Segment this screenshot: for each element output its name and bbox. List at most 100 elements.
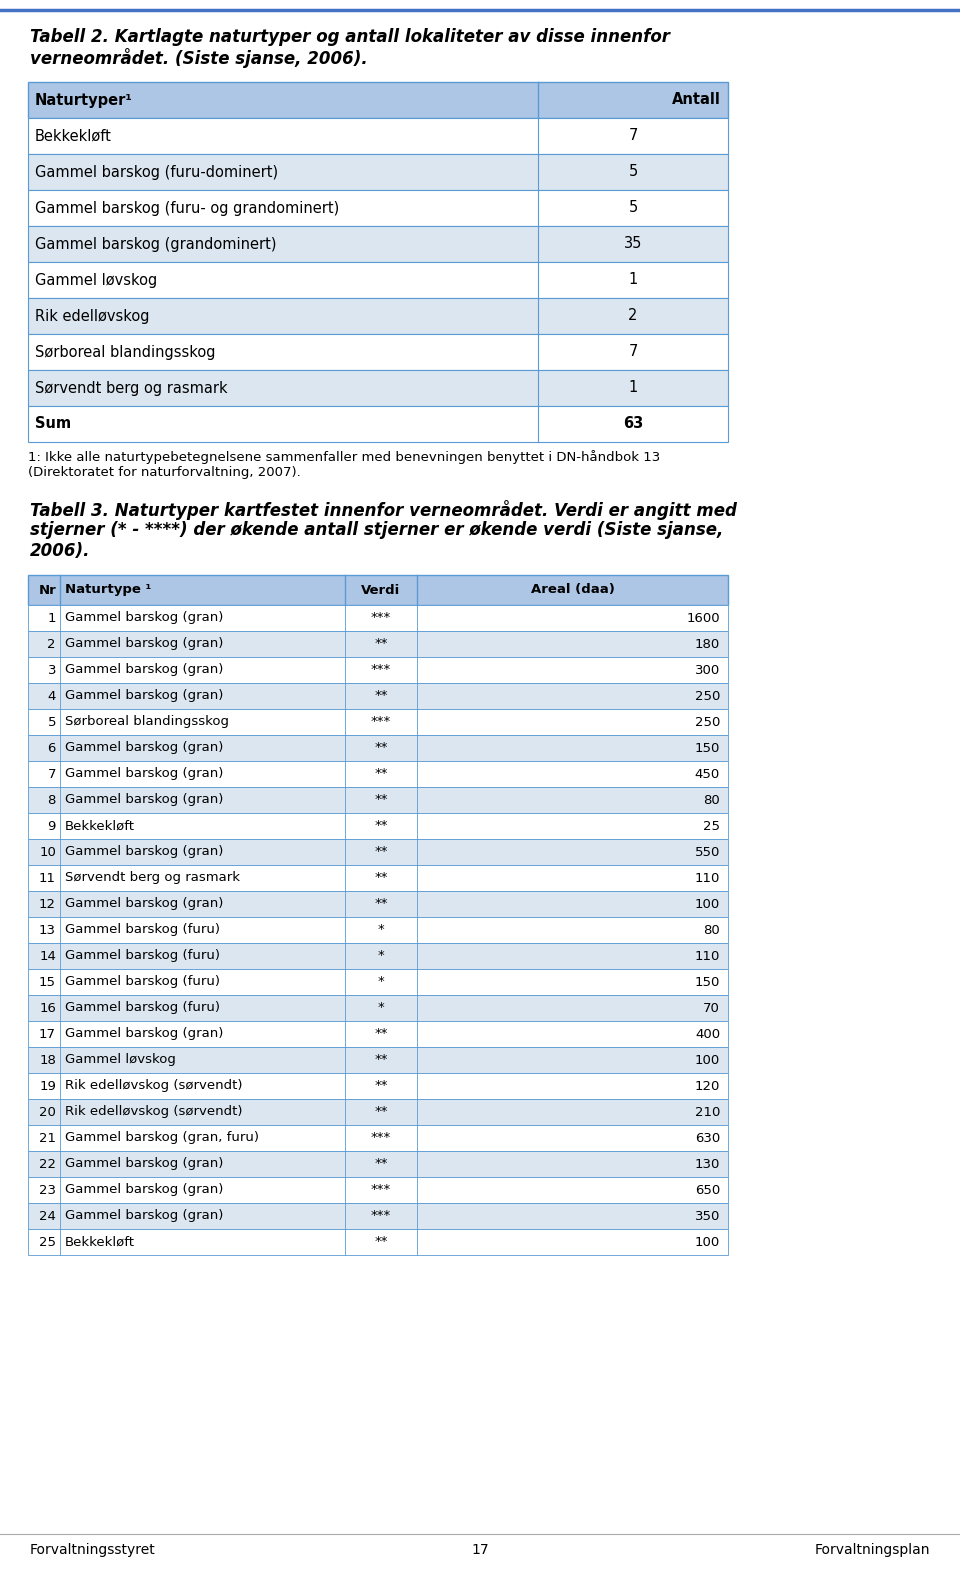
Text: 4: 4 [48,689,56,702]
Text: Gammel barskog (furu): Gammel barskog (furu) [65,949,220,963]
Text: Gammel barskog (gran): Gammel barskog (gran) [65,793,224,807]
Text: Gammel barskog (gran): Gammel barskog (gran) [65,664,224,677]
Text: **: ** [374,898,388,911]
Text: **: ** [374,1079,388,1092]
Text: 450: 450 [695,767,720,780]
Text: 18: 18 [39,1054,56,1067]
Bar [28,118,728,154]
Text: 14: 14 [39,949,56,963]
Text: ***: *** [371,1210,391,1223]
Text: Tabell 2. Kartlagte naturtyper og antall lokaliteter av disse innenfor: Tabell 2. Kartlagte naturtyper og antall… [30,29,670,46]
Text: 13: 13 [39,923,56,936]
Text: 25: 25 [703,820,720,833]
Bar [28,226,728,263]
Text: 16: 16 [39,1001,56,1014]
Text: **: ** [374,1157,388,1170]
Text: 1: 1 [47,611,56,624]
Bar [28,1176,728,1204]
Text: 300: 300 [695,664,720,677]
Bar [28,406,728,443]
Text: Gammel barskog (gran): Gammel barskog (gran) [65,742,224,755]
Text: Naturtyper¹: Naturtyper¹ [35,92,132,108]
Bar [28,1229,728,1254]
Bar [28,657,728,683]
Bar [28,864,728,892]
Text: Gammel barskog (gran): Gammel barskog (gran) [65,1157,224,1170]
Text: Bekkekløft: Bekkekløft [65,820,135,833]
Text: Forvaltningsstyret: Forvaltningsstyret [30,1543,156,1557]
Text: 70: 70 [703,1001,720,1014]
Bar [28,189,728,226]
Text: 11: 11 [39,871,56,885]
Text: **: ** [374,1027,388,1041]
Text: Sørvendt berg og rasmark: Sørvendt berg og rasmark [65,871,240,885]
Text: Forvaltningsplan: Forvaltningsplan [814,1543,930,1557]
Text: Antall: Antall [672,92,721,108]
Text: **: ** [374,1105,388,1119]
Text: 130: 130 [695,1157,720,1170]
Text: 180: 180 [695,637,720,651]
Text: Gammel barskog (gran, furu): Gammel barskog (gran, furu) [65,1132,259,1145]
Text: Areal (daa): Areal (daa) [531,584,614,597]
Bar [28,708,728,736]
Bar [28,761,728,786]
Text: Tabell 3. Naturtyper kartfestet innenfor verneområdet. Verdi er angitt med: Tabell 3. Naturtyper kartfestet innenfor… [30,500,737,521]
Text: 2: 2 [47,637,56,651]
Text: 25: 25 [39,1235,56,1248]
Bar [28,369,728,406]
Text: Gammel barskog (furu): Gammel barskog (furu) [65,923,220,936]
Text: 9: 9 [48,820,56,833]
Text: 5: 5 [47,715,56,729]
Text: 250: 250 [695,689,720,702]
Text: 20: 20 [39,1105,56,1119]
Text: 80: 80 [704,793,720,807]
Bar [28,298,728,334]
Text: 100: 100 [695,898,720,911]
Text: stjerner (* - ****) der økende antall stjerner er økende verdi (Siste sjanse,: stjerner (* - ****) der økende antall st… [30,521,724,540]
Bar [28,334,728,369]
Text: **: ** [374,742,388,755]
Text: 150: 150 [695,742,720,755]
Text: **: ** [374,637,388,651]
Bar [28,263,728,298]
Bar [28,942,728,970]
Text: Gammel barskog (gran): Gammel barskog (gran) [65,898,224,911]
Text: 1: 1 [629,272,637,288]
Text: 35: 35 [624,237,642,252]
Text: **: ** [374,689,388,702]
Text: Rik edelløvskog (sørvendt): Rik edelløvskog (sørvendt) [65,1105,243,1119]
Bar [28,1151,728,1176]
Text: Gammel barskog (gran): Gammel barskog (gran) [65,845,224,858]
Text: ***: *** [371,1132,391,1145]
Text: 350: 350 [695,1210,720,1223]
Text: 3: 3 [47,664,56,677]
Text: *: * [377,949,384,963]
Text: 7: 7 [628,129,637,143]
Text: 7: 7 [628,344,637,360]
Text: **: ** [374,845,388,858]
Text: 6: 6 [48,742,56,755]
Text: 12: 12 [39,898,56,911]
Text: Rik edelløvskog: Rik edelløvskog [35,309,150,323]
Text: ***: *** [371,664,391,677]
Text: 210: 210 [695,1105,720,1119]
Bar [28,917,728,942]
Text: 1: 1 [629,380,637,395]
Bar [28,154,728,189]
Text: **: ** [374,871,388,885]
Text: 24: 24 [39,1210,56,1223]
Bar [28,1126,728,1151]
Text: Gammel barskog (furu): Gammel barskog (furu) [65,976,220,989]
Text: Rik edelløvskog (sørvendt): Rik edelløvskog (sørvendt) [65,1079,243,1092]
Bar [28,1048,728,1073]
Text: ***: *** [371,1183,391,1197]
Text: Gammel barskog (grandominert): Gammel barskog (grandominert) [35,237,276,252]
Text: Gammel barskog (furu-dominert): Gammel barskog (furu-dominert) [35,164,278,180]
Text: Gammel barskog (gran): Gammel barskog (gran) [65,611,224,624]
Bar [28,683,728,708]
Text: 80: 80 [704,923,720,936]
Text: 120: 120 [695,1079,720,1092]
Text: 250: 250 [695,715,720,729]
Bar [28,1073,728,1098]
Text: 5: 5 [629,164,637,180]
